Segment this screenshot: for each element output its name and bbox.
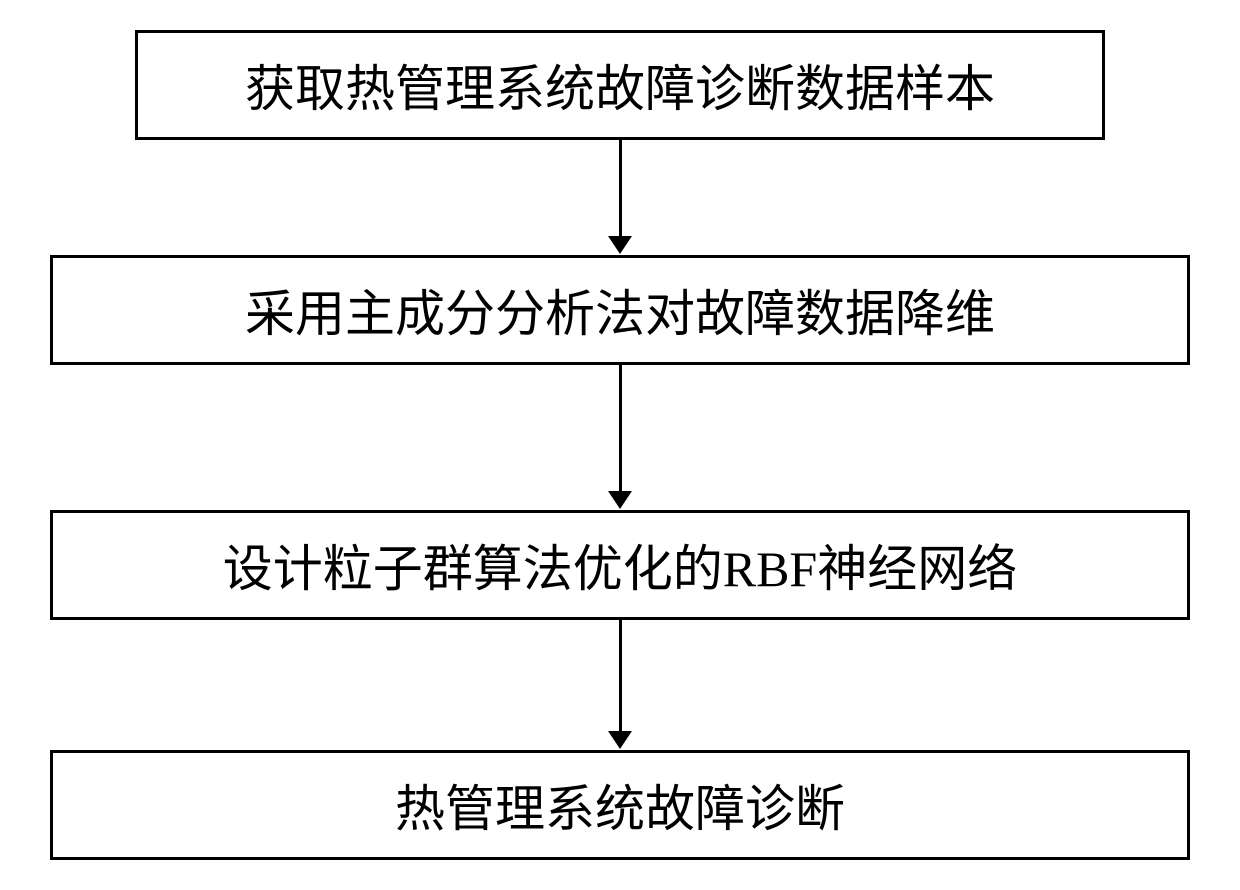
flow-node-4-label: 热管理系统故障诊断 <box>395 769 845 841</box>
arrow-line-1 <box>619 140 622 237</box>
arrow-head-2 <box>608 491 632 509</box>
flow-node-3-label: 设计粒子群算法优化的RBF神经网络 <box>223 529 1018 601</box>
arrow-1 <box>608 140 632 254</box>
arrow-head-1 <box>608 236 632 254</box>
flow-node-2-label: 采用主成分分析法对故障数据降维 <box>245 274 995 346</box>
arrow-line-2 <box>619 365 622 492</box>
flow-node-2: 采用主成分分析法对故障数据降维 <box>50 255 1190 365</box>
flow-node-4: 热管理系统故障诊断 <box>50 750 1190 860</box>
flow-node-1: 获取热管理系统故障诊断数据样本 <box>135 30 1105 140</box>
flow-node-1-label: 获取热管理系统故障诊断数据样本 <box>245 49 995 121</box>
arrow-line-3 <box>619 620 622 732</box>
arrow-head-3 <box>608 731 632 749</box>
arrow-2 <box>608 365 632 509</box>
flow-node-3: 设计粒子群算法优化的RBF神经网络 <box>50 510 1190 620</box>
arrow-3 <box>608 620 632 749</box>
